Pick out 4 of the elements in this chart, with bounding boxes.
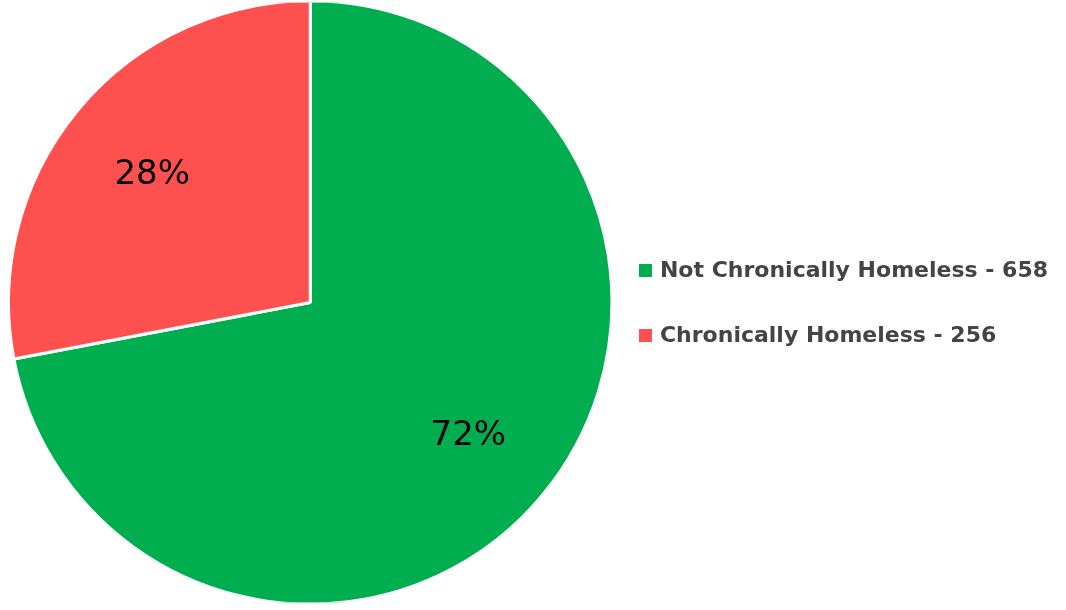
data-label: 28%	[114, 152, 190, 193]
legend-label: Not Chronically Homeless - 658	[659, 257, 1048, 282]
data-label: 72%	[430, 412, 507, 453]
legend-label: Chronically Homeless - 256	[659, 322, 997, 347]
